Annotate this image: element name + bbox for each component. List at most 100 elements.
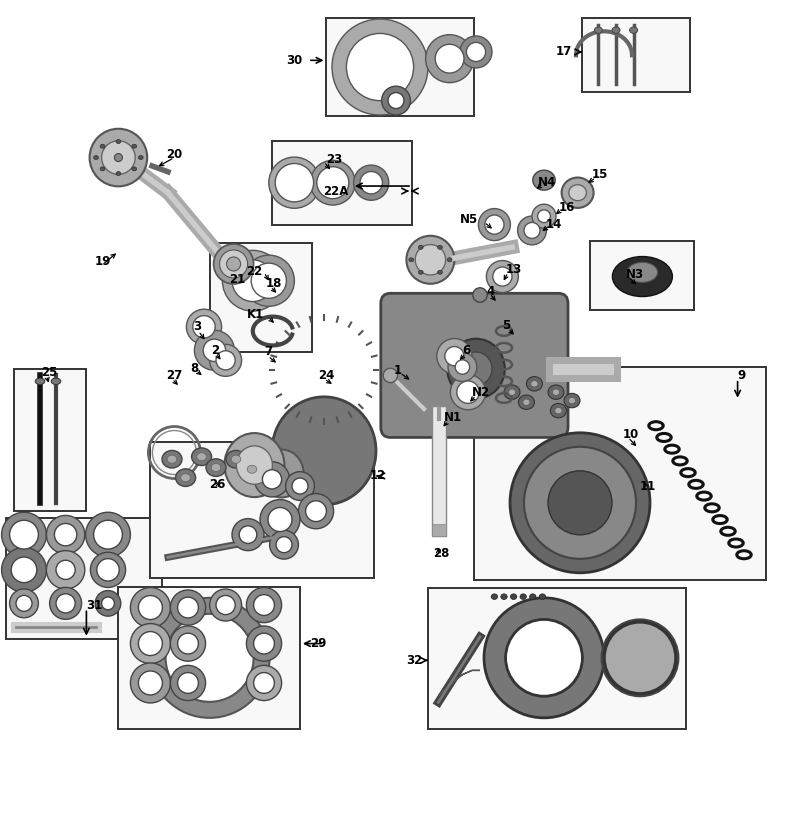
Ellipse shape bbox=[95, 591, 121, 616]
Ellipse shape bbox=[360, 172, 382, 194]
Ellipse shape bbox=[54, 524, 77, 546]
Ellipse shape bbox=[102, 597, 114, 610]
Ellipse shape bbox=[354, 165, 389, 200]
Ellipse shape bbox=[216, 351, 235, 370]
Ellipse shape bbox=[491, 594, 498, 599]
Ellipse shape bbox=[170, 626, 206, 661]
Ellipse shape bbox=[478, 209, 510, 241]
Bar bbox=[6, 518, 162, 639]
Ellipse shape bbox=[193, 316, 215, 338]
Ellipse shape bbox=[627, 262, 658, 282]
Ellipse shape bbox=[114, 153, 122, 162]
Bar bbox=[474, 367, 766, 580]
Ellipse shape bbox=[448, 353, 477, 381]
Ellipse shape bbox=[270, 530, 298, 559]
Ellipse shape bbox=[50, 587, 82, 619]
Text: N5: N5 bbox=[460, 213, 478, 226]
Ellipse shape bbox=[206, 458, 226, 477]
Ellipse shape bbox=[286, 472, 314, 500]
Ellipse shape bbox=[90, 129, 147, 186]
Ellipse shape bbox=[510, 432, 650, 573]
Text: 17: 17 bbox=[556, 45, 572, 59]
Ellipse shape bbox=[445, 347, 464, 365]
Ellipse shape bbox=[539, 594, 546, 599]
Text: 9: 9 bbox=[738, 369, 746, 382]
Ellipse shape bbox=[254, 595, 274, 615]
Ellipse shape bbox=[51, 378, 61, 385]
Ellipse shape bbox=[194, 330, 234, 370]
Ellipse shape bbox=[56, 594, 75, 613]
Ellipse shape bbox=[418, 246, 423, 250]
Ellipse shape bbox=[317, 167, 349, 199]
Ellipse shape bbox=[166, 613, 254, 702]
Text: 30: 30 bbox=[286, 54, 302, 67]
Ellipse shape bbox=[501, 594, 507, 599]
Ellipse shape bbox=[602, 619, 678, 696]
Text: 23: 23 bbox=[326, 153, 342, 166]
Ellipse shape bbox=[226, 450, 246, 468]
Ellipse shape bbox=[447, 258, 452, 261]
Text: N4: N4 bbox=[538, 176, 556, 189]
Ellipse shape bbox=[210, 344, 242, 376]
Ellipse shape bbox=[306, 501, 326, 521]
Text: 3: 3 bbox=[194, 320, 202, 334]
Bar bbox=[428, 588, 686, 729]
Ellipse shape bbox=[613, 256, 673, 297]
Text: K1: K1 bbox=[246, 308, 264, 321]
Ellipse shape bbox=[457, 381, 479, 403]
Text: 22A: 22A bbox=[322, 184, 348, 198]
Text: 24: 24 bbox=[318, 369, 334, 382]
Ellipse shape bbox=[102, 141, 135, 174]
Ellipse shape bbox=[486, 261, 518, 292]
Ellipse shape bbox=[226, 257, 241, 271]
Text: 10: 10 bbox=[622, 427, 638, 441]
Text: 21: 21 bbox=[229, 273, 245, 287]
Ellipse shape bbox=[569, 184, 586, 201]
Ellipse shape bbox=[552, 389, 560, 396]
Bar bbox=[272, 141, 412, 225]
Ellipse shape bbox=[388, 92, 404, 109]
Ellipse shape bbox=[176, 468, 196, 487]
Ellipse shape bbox=[214, 244, 254, 284]
Ellipse shape bbox=[418, 270, 423, 274]
Ellipse shape bbox=[237, 446, 272, 484]
Ellipse shape bbox=[259, 449, 303, 498]
Ellipse shape bbox=[466, 43, 486, 61]
Ellipse shape bbox=[438, 246, 442, 250]
Ellipse shape bbox=[10, 520, 38, 549]
Bar bbox=[326, 18, 474, 116]
Ellipse shape bbox=[138, 156, 143, 159]
Ellipse shape bbox=[219, 250, 248, 278]
Ellipse shape bbox=[162, 450, 182, 468]
Ellipse shape bbox=[531, 380, 538, 387]
Text: 13: 13 bbox=[506, 263, 522, 277]
Ellipse shape bbox=[612, 27, 620, 34]
Ellipse shape bbox=[181, 473, 190, 482]
Ellipse shape bbox=[116, 140, 121, 143]
Text: 5: 5 bbox=[502, 318, 510, 332]
Ellipse shape bbox=[524, 447, 636, 559]
Ellipse shape bbox=[167, 455, 177, 463]
Text: 25: 25 bbox=[42, 366, 58, 380]
Text: 14: 14 bbox=[546, 218, 562, 231]
Ellipse shape bbox=[170, 590, 206, 625]
Ellipse shape bbox=[450, 375, 486, 410]
Text: 22: 22 bbox=[246, 265, 262, 278]
Text: 18: 18 bbox=[266, 277, 282, 290]
Ellipse shape bbox=[383, 368, 398, 383]
Ellipse shape bbox=[210, 589, 242, 621]
Text: N1: N1 bbox=[444, 411, 462, 424]
Ellipse shape bbox=[548, 471, 612, 535]
Ellipse shape bbox=[298, 494, 334, 529]
Ellipse shape bbox=[132, 167, 137, 171]
Ellipse shape bbox=[310, 160, 355, 205]
Ellipse shape bbox=[246, 587, 282, 623]
Ellipse shape bbox=[484, 597, 604, 718]
Ellipse shape bbox=[197, 453, 206, 461]
Bar bbox=[582, 18, 690, 92]
Ellipse shape bbox=[523, 399, 530, 406]
Ellipse shape bbox=[239, 525, 257, 544]
Bar bbox=[432, 524, 446, 536]
Ellipse shape bbox=[16, 595, 32, 612]
Ellipse shape bbox=[447, 339, 505, 399]
